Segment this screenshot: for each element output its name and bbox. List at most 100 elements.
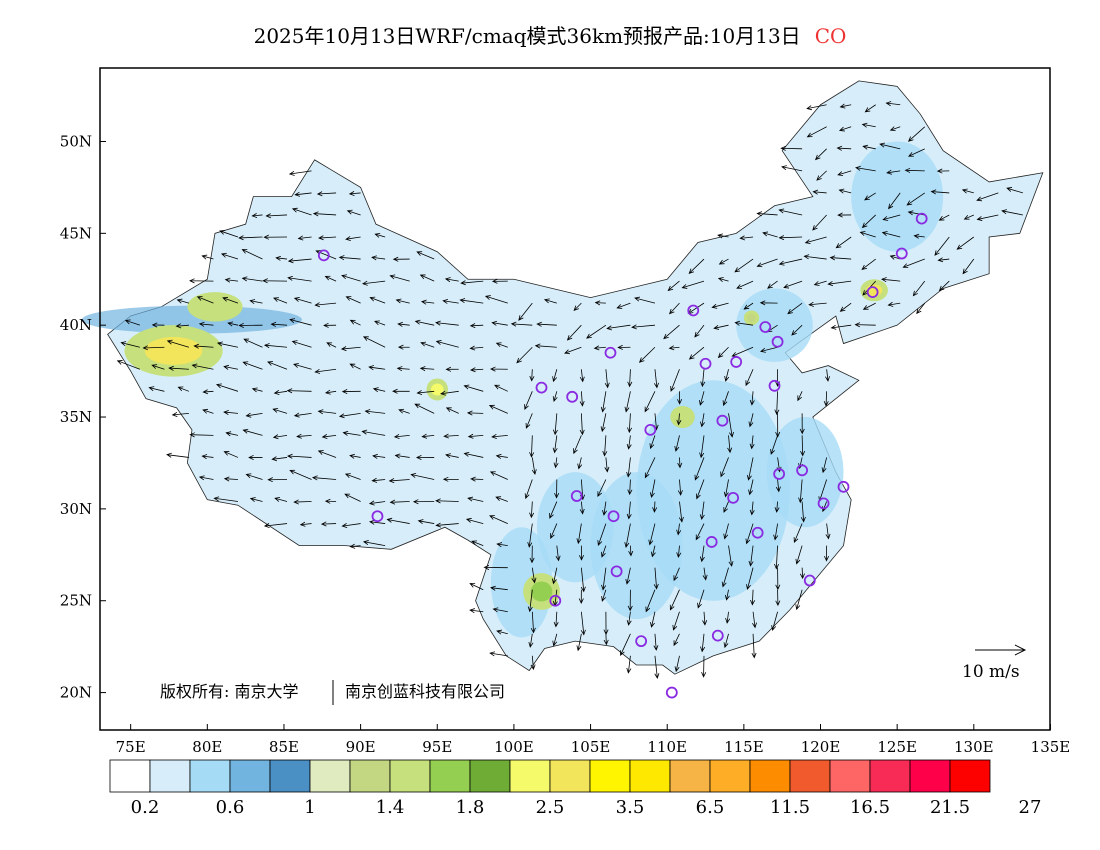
wind-arrow: [219, 229, 239, 238]
wind-arrow: [465, 517, 484, 524]
wind-arrow: [677, 479, 683, 496]
wind-arrow: [743, 302, 754, 310]
wind-arrow: [800, 501, 806, 523]
wind-arrow: [459, 298, 484, 304]
wind-arrow: [417, 519, 435, 525]
wind-arrow: [171, 411, 189, 417]
wind-arrow: [889, 126, 901, 132]
wind-arrow: [116, 360, 141, 370]
wind-arrow: [222, 296, 239, 304]
wind-arrow: [881, 231, 901, 238]
station-marker: [817, 497, 830, 510]
wind-arrow: [862, 302, 876, 310]
wind-arrow: [699, 545, 705, 563]
wind-arrow: [249, 299, 263, 304]
wind-arrow: [193, 343, 214, 349]
wind-arrow: [678, 501, 684, 523]
wind-arrow: [345, 236, 361, 242]
wind-arrow: [216, 341, 239, 348]
wind-arrow: [469, 323, 484, 329]
wind-arrow: [573, 302, 582, 312]
wind-arrow: [495, 496, 508, 502]
wind-arrow: [271, 456, 288, 462]
wind-arrow: [711, 302, 729, 309]
station-marker: [610, 565, 623, 578]
wind-scale-arrow: [975, 644, 1027, 656]
wind-arrow: [579, 413, 585, 436]
wind-arrow: [821, 457, 828, 474]
wind-arrow: [812, 189, 827, 195]
lon-tick-label: 80E: [192, 738, 222, 756]
wind-arrow: [274, 496, 288, 502]
wind-arrow: [778, 208, 803, 216]
wind-arrow: [767, 280, 778, 289]
colorbar-swatch: [509, 759, 551, 793]
wind-arrow: [324, 275, 337, 282]
wind-arrow: [489, 471, 508, 480]
wind-arrow: [496, 629, 508, 635]
wind-arrow: [791, 324, 803, 336]
wind-arrow: [489, 651, 508, 657]
wind-arrow: [882, 214, 901, 221]
wind-arrow: [838, 126, 852, 132]
wind-arrow: [415, 455, 435, 461]
wind-arrow: [419, 274, 435, 282]
concentration-area: [766, 417, 844, 528]
wind-arrow: [827, 280, 852, 287]
wind-arrow: [724, 369, 730, 382]
wind-arrow: [798, 479, 804, 504]
colorbar-label: 0.2: [131, 797, 160, 818]
station-marker: [796, 464, 809, 477]
wind-arrow: [263, 523, 288, 529]
wind-arrow: [311, 475, 337, 481]
wind-arrow: [961, 188, 974, 194]
wind-arrow: [676, 413, 682, 426]
wind-arrow: [701, 655, 707, 678]
station-marker: [607, 510, 620, 523]
wind-arrow: [669, 589, 680, 611]
lat-tick-label: 25N: [60, 592, 92, 610]
wind-arrow: [604, 457, 610, 473]
wind-arrow: [443, 433, 459, 439]
axis-ticks: 75E 80E 85E 90E 95E 100E 105E 110E 115E 120E 125E 1…: [60, 132, 1070, 756]
wind-arrow: [242, 361, 263, 370]
wind-arrow: [196, 296, 214, 304]
wind-arrow: [700, 633, 706, 653]
colorbar-swatch: [789, 759, 831, 793]
wind-arrow: [718, 258, 729, 265]
lon-tick-label: 120E: [801, 738, 841, 756]
wind-arrow: [552, 369, 558, 383]
wind-arrow: [176, 298, 190, 304]
wind-arrow: [580, 611, 586, 636]
wind-arrow: [880, 277, 901, 283]
wind-arrow: [976, 192, 999, 202]
wind-arrow: [491, 320, 508, 326]
wind-arrow: [272, 434, 288, 440]
colorbar-label: 1.4: [376, 797, 405, 818]
wind-arrow: [626, 457, 632, 478]
concentration-area: [81, 305, 302, 334]
lat-tick-label: 30N: [60, 500, 92, 518]
wind-arrow: [930, 189, 950, 195]
wind-arrow: [496, 542, 508, 548]
wind-arrow: [530, 655, 536, 671]
wind-arrow: [552, 413, 558, 436]
wind-arrow: [668, 345, 680, 351]
wind-arrow: [934, 236, 950, 256]
wind-arrow: [225, 431, 239, 437]
wind-arrow: [175, 323, 189, 329]
wind-arrow: [534, 343, 557, 349]
wind-arrow: [318, 235, 337, 241]
wind-arrow: [908, 148, 925, 157]
wind-vectors: [116, 101, 1023, 679]
wind-arrow: [273, 390, 288, 395]
wind-arrow: [806, 104, 827, 111]
wind-arrow: [275, 255, 288, 261]
wind-arrow: [602, 435, 608, 457]
wind-arrow: [694, 457, 705, 481]
colorbar-swatch: [469, 759, 511, 793]
wind-arrow: [579, 501, 585, 515]
wind-arrow: [603, 611, 609, 636]
wind-arrow: [668, 302, 680, 315]
colorbar-swatch: [629, 759, 671, 793]
